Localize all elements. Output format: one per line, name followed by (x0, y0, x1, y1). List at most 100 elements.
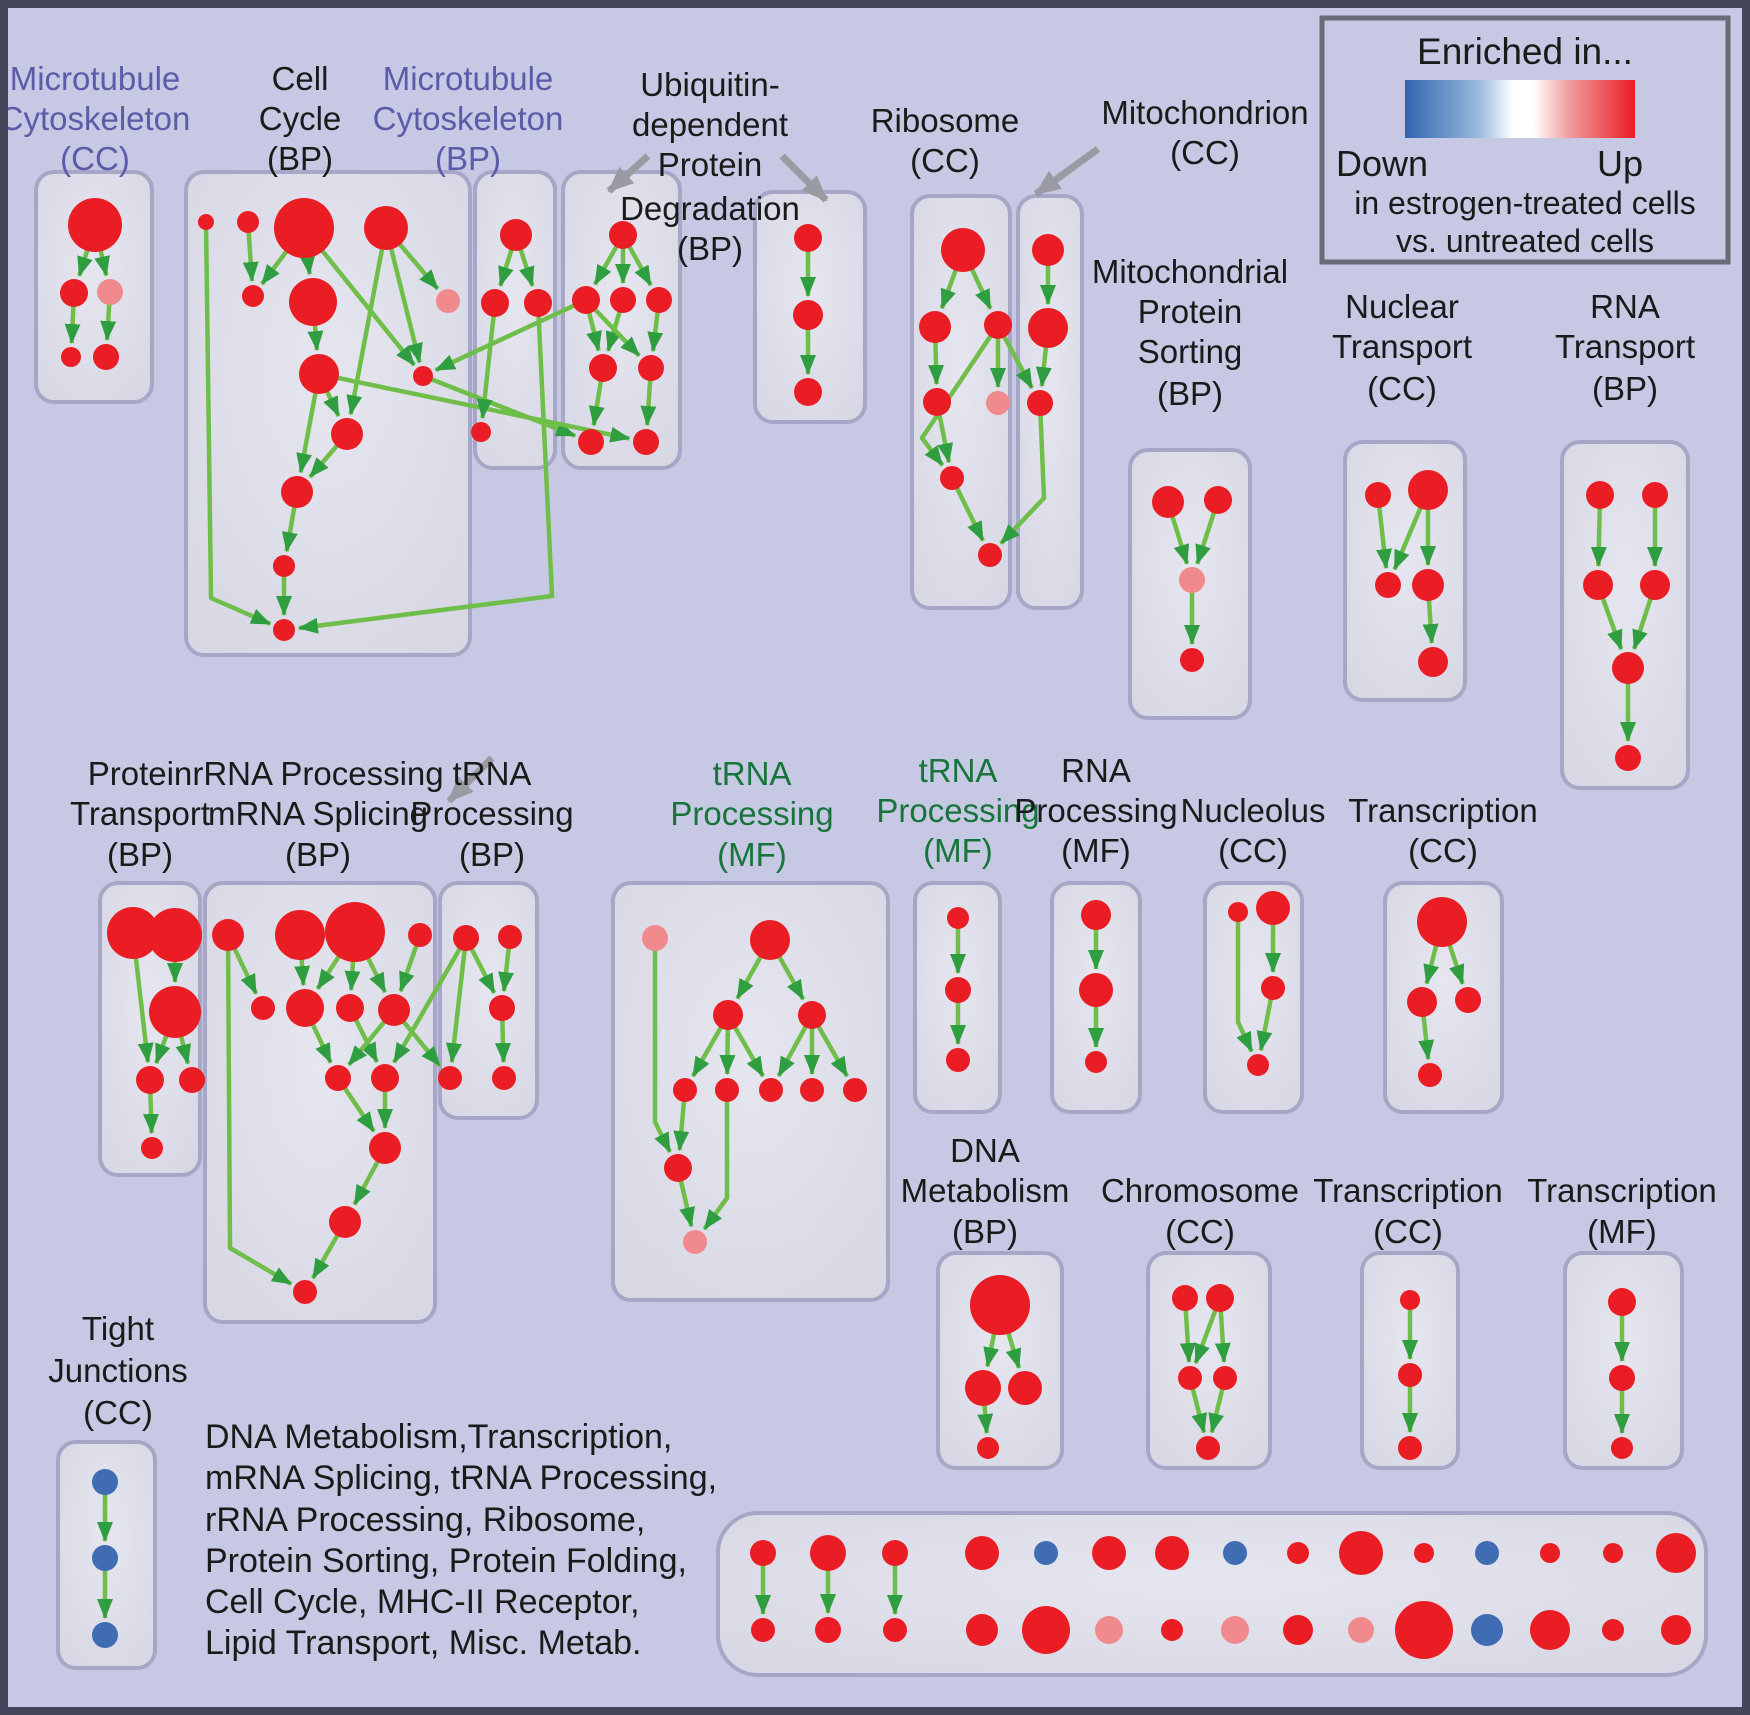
edge-B3-C12 (297, 302, 555, 634)
cluster-label: tRNA (453, 755, 532, 792)
gene-node-U7 (578, 429, 604, 455)
gene-node-N4 (1412, 569, 1444, 601)
gene-node-bt6 (1155, 1536, 1189, 1570)
cluster-label: Degradation (620, 190, 800, 227)
cluster-box-transcription-cc-1 (1383, 881, 1504, 1114)
gene-node-bt14 (1656, 1533, 1696, 1573)
legend-caption-line1: in estrogen-treated cells (1354, 185, 1696, 221)
cluster-box-transcription-cc-2 (1360, 1251, 1460, 1470)
gene-node-J2 (965, 1370, 1001, 1406)
cluster-label: (CC) (1218, 832, 1288, 869)
gene-node-E2 (750, 920, 790, 960)
gene-node-T4 (1640, 570, 1670, 600)
label-pointer-arrow-1 (779, 153, 829, 203)
gene-node-B3 (524, 289, 552, 317)
gene-node-bt7 (1223, 1541, 1247, 1565)
gene-node-Q11 (369, 1132, 401, 1164)
edge-D1-D4 (446, 937, 469, 1064)
gene-node-J4 (977, 1437, 999, 1459)
cluster-label: (CC) (910, 142, 980, 179)
gene-node-M2 (1028, 308, 1068, 348)
cluster-label: Processing (1014, 792, 1177, 829)
cluster-label: tRNA (713, 755, 792, 792)
cluster-label: DNA (950, 1132, 1020, 1169)
gene-node-W2 (1609, 1365, 1635, 1391)
gene-node-K2 (1206, 1284, 1234, 1312)
edge-Q1-Q13 (225, 934, 293, 1286)
gene-node-P2 (148, 908, 202, 962)
edge-E1-E10 (652, 938, 672, 1153)
gene-node-L1 (1400, 1290, 1420, 1310)
gene-node-bt3 (965, 1536, 999, 1570)
cluster-label: Mitochondrion (1101, 94, 1308, 131)
gene-node-A5 (93, 344, 119, 370)
gene-node-bb7 (1221, 1616, 1249, 1644)
gene-node-bt5 (1092, 1536, 1126, 1570)
gene-node-Q7 (336, 994, 364, 1022)
cluster-label: Cytoskeleton (0, 100, 190, 137)
gene-node-bt8 (1287, 1542, 1309, 1564)
cluster-label: (BP) (435, 140, 501, 177)
gene-node-C5 (289, 278, 337, 326)
gene-node-A2 (60, 279, 88, 307)
gene-node-D5 (492, 1066, 516, 1090)
gene-node-C3 (364, 206, 408, 250)
gene-node-R6 (940, 466, 964, 490)
cluster-label: Transcription (1527, 1172, 1717, 1209)
gene-node-L2 (1398, 1363, 1422, 1387)
cluster-label: mRNA Splicing (208, 795, 428, 832)
gene-node-C7 (299, 354, 339, 394)
label-pointer-arrow-0 (606, 153, 651, 194)
edge-E6-E11 (702, 1090, 730, 1231)
gene-node-U5 (589, 354, 617, 382)
footnote: DNA Metabolism,Transcription, mRNA Splic… (205, 1418, 717, 1662)
gene-node-U1 (609, 221, 637, 249)
gene-node-U6 (638, 355, 664, 381)
gene-node-bb12 (1530, 1610, 1570, 1650)
cluster-label: Processing (670, 795, 833, 832)
gene-node-Q13 (293, 1280, 317, 1304)
gene-node-K1 (1172, 1285, 1198, 1311)
gene-node-R4 (923, 388, 951, 416)
gene-node-Q4 (408, 923, 432, 947)
footnote-line: rRNA Processing, Ribosome, (205, 1501, 645, 1539)
cluster-label: Transport (1555, 328, 1695, 365)
gene-node-bt4 (1034, 1541, 1058, 1565)
cluster-label: (BP) (952, 1213, 1018, 1250)
gene-node-H1 (1228, 902, 1248, 922)
gene-node-B4 (471, 422, 491, 442)
gene-node-bb2 (883, 1618, 907, 1642)
gene-node-N3 (1375, 572, 1401, 598)
gene-node-G3 (1085, 1051, 1107, 1073)
gene-node-M1 (1032, 234, 1064, 266)
legend-up-label: Up (1597, 143, 1643, 184)
cluster-label: (BP) (1592, 370, 1658, 407)
label-pointer-arrow-2 (1033, 146, 1101, 197)
gene-node-B1 (500, 219, 532, 251)
gene-node-P1 (107, 907, 159, 959)
gene-node-bt13 (1603, 1543, 1623, 1563)
footnote-line: Lipid Transport, Misc. Metab. (205, 1624, 642, 1662)
gene-node-F2 (945, 977, 971, 1003)
gene-node-X3 (92, 1622, 118, 1648)
cluster-box-trna-processing-mf-1 (611, 881, 890, 1302)
gene-node-E10 (664, 1154, 692, 1182)
gene-node-S2 (1204, 486, 1232, 514)
cluster-box-microtubule-cytoskeleton-cc (34, 170, 154, 404)
gene-node-E8 (800, 1078, 824, 1102)
cluster-label: (MF) (1587, 1213, 1657, 1250)
cluster-label: Transcription (1313, 1172, 1503, 1209)
gene-node-bb1 (815, 1617, 841, 1643)
gene-node-K4 (1213, 1366, 1237, 1390)
gene-node-A1 (68, 198, 122, 252)
gene-node-C4 (242, 285, 264, 307)
gene-node-A3 (97, 279, 123, 305)
gene-node-P6 (141, 1137, 163, 1159)
gene-node-bb3 (966, 1614, 998, 1646)
gene-node-bb13 (1602, 1619, 1624, 1641)
gene-node-Q10 (371, 1064, 399, 1092)
cluster-label: (MF) (923, 832, 993, 869)
cluster-label: (CC) (1367, 370, 1437, 407)
cluster-label: Processing (876, 792, 1039, 829)
